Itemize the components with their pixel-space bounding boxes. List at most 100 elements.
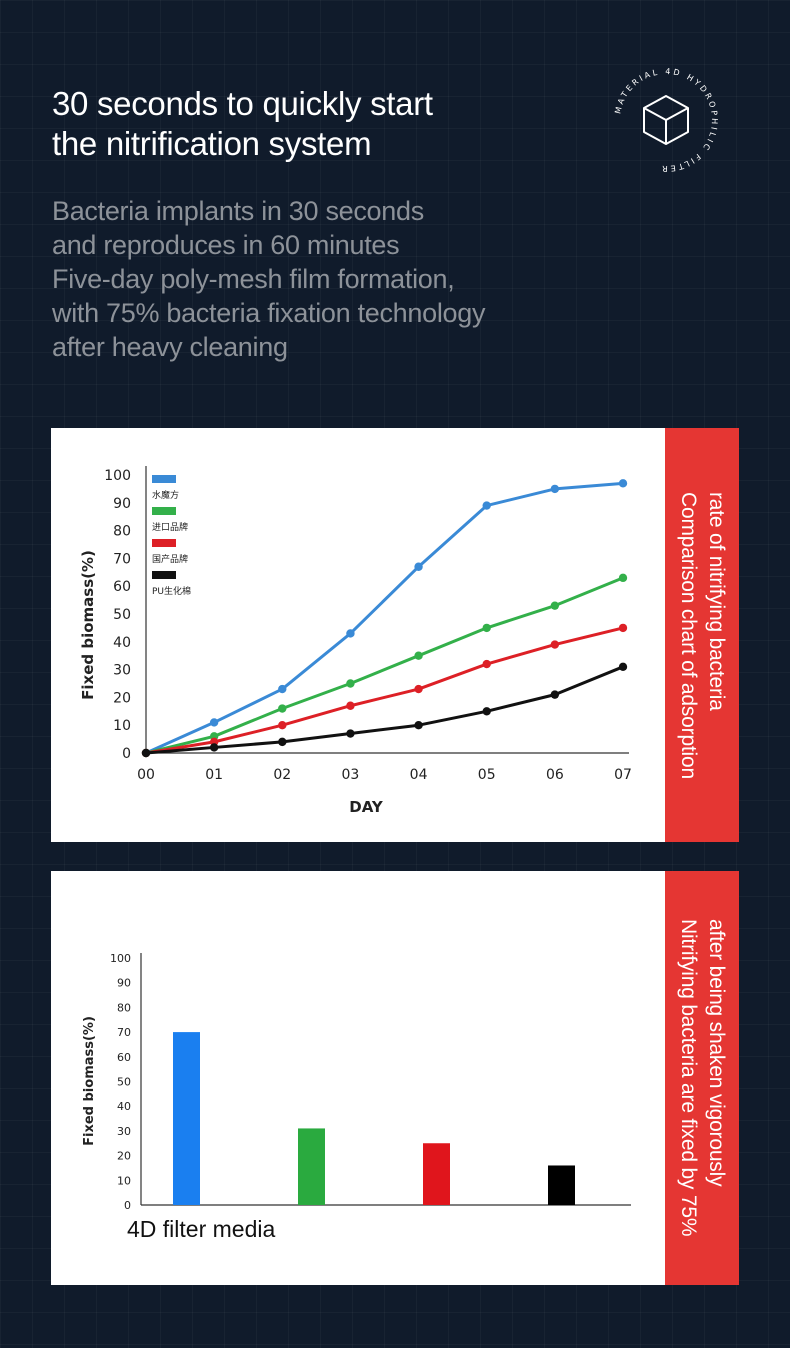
legend-label-2: 国产品牌 bbox=[152, 553, 188, 565]
data-point bbox=[550, 640, 560, 649]
y-tick-label: 100 bbox=[104, 468, 131, 484]
y-tick-label: 40 bbox=[117, 1100, 131, 1113]
cube-icon bbox=[643, 95, 689, 145]
data-point bbox=[346, 679, 355, 688]
subtitle: Bacteria implants in 30 seconds and repr… bbox=[52, 194, 612, 364]
data-point bbox=[550, 484, 560, 494]
bar-chart-card: Fixed biomass(%) 0 10 20 30 40 50 60 70 80 90 100 … bbox=[51, 871, 665, 1285]
y-tick-label: 20 bbox=[117, 1150, 131, 1163]
y-tick-label: 90 bbox=[117, 977, 131, 990]
subtitle-line-2: and reproduces in 60 minutes bbox=[52, 230, 400, 260]
data-point bbox=[278, 684, 287, 694]
y-tick-label: 30 bbox=[117, 1125, 131, 1138]
y-tick-label: 90 bbox=[113, 496, 131, 512]
legend-label-1: 进口品牌 bbox=[152, 521, 188, 533]
y-tick-label: 60 bbox=[117, 1051, 131, 1064]
data-point bbox=[414, 562, 423, 571]
page-title: 30 seconds to quickly start the nitrific… bbox=[52, 84, 612, 164]
data-point bbox=[414, 684, 423, 694]
header: 30 seconds to quickly start the nitrific… bbox=[52, 84, 612, 364]
chart1-caption: rate of nitrifying bacteria Comparison c… bbox=[674, 492, 730, 779]
subtitle-line-4: with 75% bacteria fixation technology bbox=[52, 298, 486, 328]
chart2-caption-line-1: after being shaken vigorously bbox=[705, 919, 728, 1187]
legend-swatch-1 bbox=[152, 507, 176, 515]
subtitle-line-1: Bacteria implants in 30 seconds bbox=[52, 196, 424, 226]
chart2-caption-band: after being shaken vigorously Nitrifying… bbox=[665, 871, 739, 1285]
subtitle-line-3: Five-day poly-mesh film formation, bbox=[52, 264, 455, 294]
legend-swatch-0 bbox=[152, 475, 176, 483]
x-axis-label: DAY bbox=[349, 798, 384, 816]
data-point bbox=[278, 721, 287, 730]
legend-label-3: PU生化棉 bbox=[152, 585, 191, 597]
title-line-2: the nitrification system bbox=[52, 125, 372, 162]
chart2-caption: after being shaken vigorously Nitrifying… bbox=[674, 919, 730, 1236]
data-point bbox=[346, 629, 355, 638]
subtitle-line-5: after heavy cleaning bbox=[52, 332, 288, 362]
data-point bbox=[278, 737, 287, 747]
y-tick-label: 0 bbox=[122, 746, 131, 762]
y-tick-label: 60 bbox=[113, 579, 131, 595]
series-line-0 bbox=[145, 481, 624, 755]
y-tick-label: 10 bbox=[113, 718, 131, 734]
x-tick-label: 01 bbox=[205, 767, 223, 783]
data-point bbox=[414, 721, 423, 730]
bar-0 bbox=[173, 1032, 200, 1205]
data-point bbox=[618, 479, 628, 488]
data-point bbox=[618, 662, 628, 672]
x-tick-label: 03 bbox=[342, 767, 360, 783]
data-point bbox=[278, 704, 287, 713]
data-point bbox=[482, 659, 491, 669]
y-axis-label: Fixed biomass(%) bbox=[82, 1016, 97, 1146]
y-tick-label: 100 bbox=[110, 952, 131, 965]
bar-chart: Fixed biomass(%) 0 10 20 30 40 50 60 70 80 90 100 bbox=[82, 952, 631, 1212]
y-tick-label: 80 bbox=[113, 524, 131, 540]
y-tick-label: 50 bbox=[113, 607, 131, 623]
bar-3 bbox=[548, 1165, 575, 1205]
chart1-caption-line-1: rate of nitrifying bacteria bbox=[705, 491, 728, 711]
y-tick-label: 10 bbox=[117, 1174, 131, 1187]
data-point bbox=[482, 501, 491, 510]
x-tick-label: 06 bbox=[546, 767, 564, 783]
y-tick-label: 30 bbox=[113, 663, 131, 679]
x-tick-label: 07 bbox=[614, 767, 632, 783]
x-tick-label: 02 bbox=[273, 767, 291, 783]
x-tick-label: 04 bbox=[410, 767, 428, 783]
data-point bbox=[482, 707, 491, 716]
chart1-caption-band: rate of nitrifying bacteria Comparison c… bbox=[665, 428, 739, 842]
data-point bbox=[209, 743, 219, 752]
chart1-caption-line-2: Comparison chart of adsorption bbox=[677, 491, 700, 779]
data-point bbox=[550, 690, 560, 699]
series-line-1 bbox=[145, 576, 624, 755]
y-tick-label: 80 bbox=[117, 1001, 131, 1014]
data-point bbox=[618, 573, 628, 583]
bar-2 bbox=[423, 1143, 450, 1205]
chart2-caption-line-2: Nitrifying bacteria are fixed by 75% bbox=[677, 919, 700, 1237]
series-line-2 bbox=[145, 626, 624, 755]
data-point bbox=[209, 718, 219, 727]
x-tick-label: 05 bbox=[478, 767, 496, 783]
legend-swatch-2 bbox=[152, 539, 176, 547]
y-axis-label: Fixed biomass(%) bbox=[79, 550, 97, 700]
brand-logo: MATERIAL 4D HYDROPHILIC FILTER bbox=[613, 67, 716, 173]
data-point bbox=[346, 729, 355, 738]
data-point bbox=[482, 623, 491, 633]
legend-label-0: 水魔方 bbox=[152, 489, 179, 501]
line-chart-card: Fixed biomass(%) DAY 0 10 20 30 40 50 60 70 80 90… bbox=[51, 428, 665, 842]
data-point bbox=[141, 748, 151, 758]
y-tick-label: 70 bbox=[117, 1026, 131, 1039]
y-tick-label: 0 bbox=[124, 1199, 131, 1212]
data-point bbox=[346, 701, 355, 710]
legend-swatch-3 bbox=[152, 571, 176, 579]
bar-1 bbox=[298, 1128, 325, 1205]
y-tick-label: 40 bbox=[113, 635, 131, 651]
category-label: 4D filter media bbox=[127, 1216, 276, 1242]
data-point bbox=[414, 651, 423, 660]
title-line-1: 30 seconds to quickly start bbox=[52, 85, 433, 122]
y-tick-label: 70 bbox=[113, 551, 131, 567]
data-point bbox=[618, 623, 628, 633]
y-tick-label: 20 bbox=[113, 690, 131, 706]
series-line-3 bbox=[145, 665, 624, 755]
x-tick-label: 00 bbox=[137, 767, 155, 783]
line-chart: Fixed biomass(%) DAY 0102030405060708090… bbox=[79, 466, 632, 816]
data-point bbox=[550, 601, 560, 610]
